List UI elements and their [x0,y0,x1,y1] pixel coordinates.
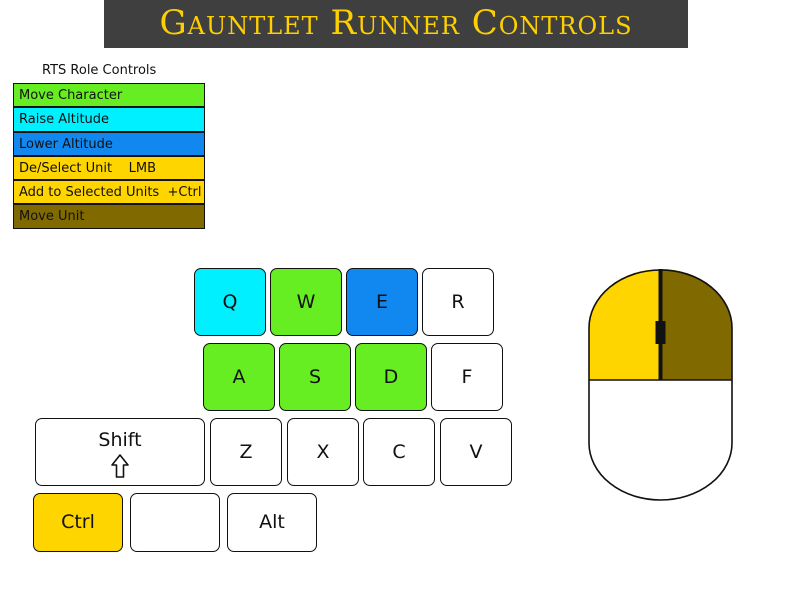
key-c-label: C [392,440,406,463]
title-banner: Gauntlet Runner Controls [104,0,688,48]
mouse-left-button[interactable] [588,269,661,380]
key-shift[interactable]: Shift [35,418,205,486]
legend-item-move-unit: Move Unit [13,204,205,229]
page-title: Gauntlet Runner Controls [159,3,633,43]
key-e-label: E [375,290,388,313]
key-a[interactable]: A [203,343,275,411]
legend-title: RTS Role Controls [42,63,157,78]
key-q[interactable]: Q [194,268,266,336]
key-s-label: S [308,365,322,388]
key-alt[interactable]: Alt [227,493,317,552]
key-alt-label: Alt [259,511,285,533]
key-w-label: W [296,290,316,313]
key-x-label: X [316,440,330,463]
legend-item-select-unit: De/Select Unit LMB [13,155,205,181]
key-shift-label: Shift [98,429,142,451]
legend: Move Character Raise Altitude Lower Alti… [13,83,205,229]
key-blank[interactable] [130,493,220,552]
key-v-label: V [469,440,483,463]
key-s[interactable]: S [279,343,351,411]
key-w[interactable]: W [270,268,342,336]
key-a-label: A [232,365,246,388]
key-c[interactable]: C [363,418,435,486]
legend-item-raise-altitude: Raise Altitude [13,107,205,132]
legend-item-add-selected-units: Add to Selected Units +Ctrl [13,180,205,205]
key-r[interactable]: R [422,268,494,336]
key-d[interactable]: D [355,343,427,411]
mouse-diagram [588,269,733,501]
key-e[interactable]: E [346,268,418,336]
key-d-label: D [383,365,399,388]
mouse-body-outline [588,269,733,501]
mouse-scroll-wheel[interactable] [655,321,666,344]
key-z-label: Z [239,440,253,463]
key-f-label: F [461,365,473,388]
key-x[interactable]: X [287,418,359,486]
shift-arrow-icon [111,454,129,478]
key-v[interactable]: V [440,418,512,486]
legend-item-lower-altitude: Lower Altitude [13,131,205,156]
mouse-right-button[interactable] [660,269,733,380]
key-q-label: Q [222,290,238,313]
key-ctrl-label: Ctrl [61,511,95,533]
key-f[interactable]: F [431,343,503,411]
key-r-label: R [451,290,465,313]
legend-item-move-character: Move Character [13,83,205,108]
key-ctrl[interactable]: Ctrl [33,493,123,552]
key-z[interactable]: Z [210,418,282,486]
